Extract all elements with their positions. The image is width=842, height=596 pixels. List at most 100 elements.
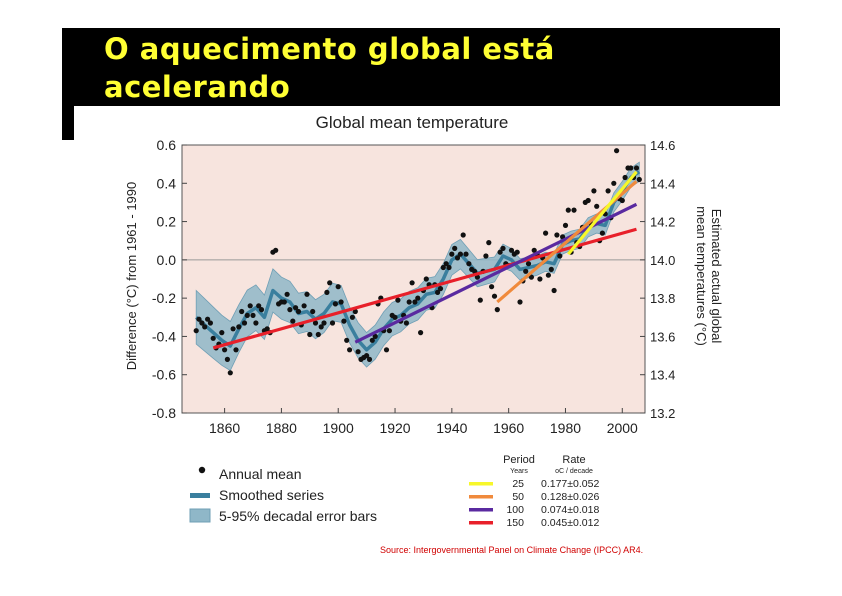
annual-mean-point (585, 197, 591, 204)
annual-mean-point (557, 253, 563, 259)
annual-mean-point (205, 316, 211, 322)
annual-mean-point (594, 203, 600, 209)
x-tick-label: 2000 (607, 420, 638, 436)
annual-mean-point (264, 326, 270, 332)
annual-mean-point (284, 291, 290, 297)
slide-title-line-2: acelerando (104, 70, 291, 104)
annual-mean-point (364, 353, 370, 359)
y2-tick-label: 14.6 (650, 138, 675, 153)
chart-title: Global mean temperature (316, 113, 509, 132)
annual-mean-point (489, 284, 495, 290)
annual-mean-point (463, 251, 469, 257)
annual-mean-point (486, 240, 492, 246)
annual-mean-point (514, 249, 520, 255)
annual-mean-point (605, 188, 611, 194)
annual-mean-point (369, 337, 375, 343)
x-tick-label: 1880 (266, 420, 297, 436)
annual-mean-point (491, 293, 498, 299)
y2-tick-label: 13.6 (650, 329, 675, 344)
y2-tick-label: 13.2 (650, 406, 675, 421)
legend-error-swatch (189, 508, 211, 523)
annual-mean-point (477, 297, 483, 303)
annual-mean-point (341, 318, 347, 324)
annual-mean-point (312, 320, 319, 326)
title-banner (62, 28, 780, 106)
annual-mean-point (517, 299, 523, 305)
annual-mean-point (525, 261, 532, 267)
annual-mean-point (571, 207, 577, 213)
annual-mean-point (392, 314, 398, 320)
annual-mean-point (253, 320, 259, 326)
annual-mean-point (258, 307, 265, 313)
slide-title-line-1: O aquecimento global está (104, 32, 555, 66)
annual-mean-point (537, 276, 543, 282)
annual-mean-point (554, 232, 560, 238)
annual-mean-point (497, 249, 503, 255)
annual-mean-point (633, 165, 640, 171)
trend-period-150: 150 (506, 517, 524, 529)
annual-mean-point (409, 280, 415, 286)
annual-mean-point (531, 247, 537, 253)
title-banner-tab (62, 106, 74, 140)
legend-period-sub: Years (510, 468, 528, 475)
annual-mean-point (440, 264, 446, 271)
annual-mean-point (551, 287, 557, 294)
annual-mean-point (210, 335, 216, 341)
annual-mean-point (636, 176, 642, 183)
annual-mean-point (207, 320, 213, 326)
annual-mean-point (295, 308, 302, 315)
annual-mean-point (628, 165, 634, 171)
annual-mean-point (406, 299, 412, 305)
annual-mean-point (622, 174, 628, 181)
y2-tick-label: 13.8 (650, 291, 675, 306)
annual-mean-point (239, 308, 245, 315)
annual-mean-point (352, 308, 358, 315)
annual-mean-point (500, 245, 506, 251)
y-tick-label: 0.0 (157, 252, 177, 268)
x-tick-label: 1960 (493, 420, 524, 436)
trend-line-25 (567, 170, 638, 256)
legend-smoothed-swatch (190, 493, 210, 498)
trend-lines (212, 170, 638, 350)
annual-mean-point (565, 207, 571, 213)
annual-mean-point (227, 370, 233, 376)
annual-mean-point (528, 274, 535, 280)
annual-mean-point (372, 333, 378, 339)
x-tick-label: 1900 (323, 420, 354, 436)
annual-mean-point (460, 232, 466, 238)
legend-annual-mean: Annual mean (219, 466, 302, 482)
annual-mean-point (290, 318, 296, 324)
annual-mean-point (241, 320, 248, 326)
annual-mean-point (307, 331, 313, 338)
trend-line-150 (212, 227, 637, 350)
y2-tick-label: 14.2 (650, 215, 675, 230)
annual-mean-point (508, 247, 515, 253)
y-tick-label: 0.2 (157, 214, 177, 230)
trend-rate-50: 0.128±0.026 (541, 491, 599, 503)
annual-mean-point (599, 230, 606, 236)
y-tick-label: -0.8 (152, 405, 176, 421)
annual-mean-point (318, 324, 324, 330)
annual-mean-point (395, 297, 401, 303)
annual-mean-point (202, 324, 208, 330)
trend-rate-100: 0.074±0.018 (541, 504, 599, 516)
annual-mean-point (324, 289, 330, 295)
trend-period-100: 100 (506, 504, 524, 516)
annual-mean-point (332, 301, 338, 307)
y-tick-label: -0.2 (152, 290, 176, 306)
x-tick-label: 1860 (209, 420, 240, 436)
trend-legend: Period Years Rate oC / decade 25 0.177±0.… (469, 454, 599, 529)
annual-mean-point (446, 264, 452, 271)
trend-rate-25: 0.177±0.052 (541, 478, 599, 490)
annual-mean-point (293, 305, 299, 311)
trend-swatch-150 (469, 521, 493, 525)
y-tick-label: -0.4 (152, 328, 176, 344)
annual-mean-point (452, 245, 458, 251)
annual-mean-point (614, 148, 620, 154)
annual-mean-point (545, 272, 552, 278)
annual-mean-point (483, 253, 489, 259)
x-tick-label: 1940 (436, 420, 467, 436)
annual-mean-point (415, 295, 421, 301)
y2-tick-label: 13.4 (650, 368, 675, 383)
annual-mean-point (233, 347, 239, 353)
